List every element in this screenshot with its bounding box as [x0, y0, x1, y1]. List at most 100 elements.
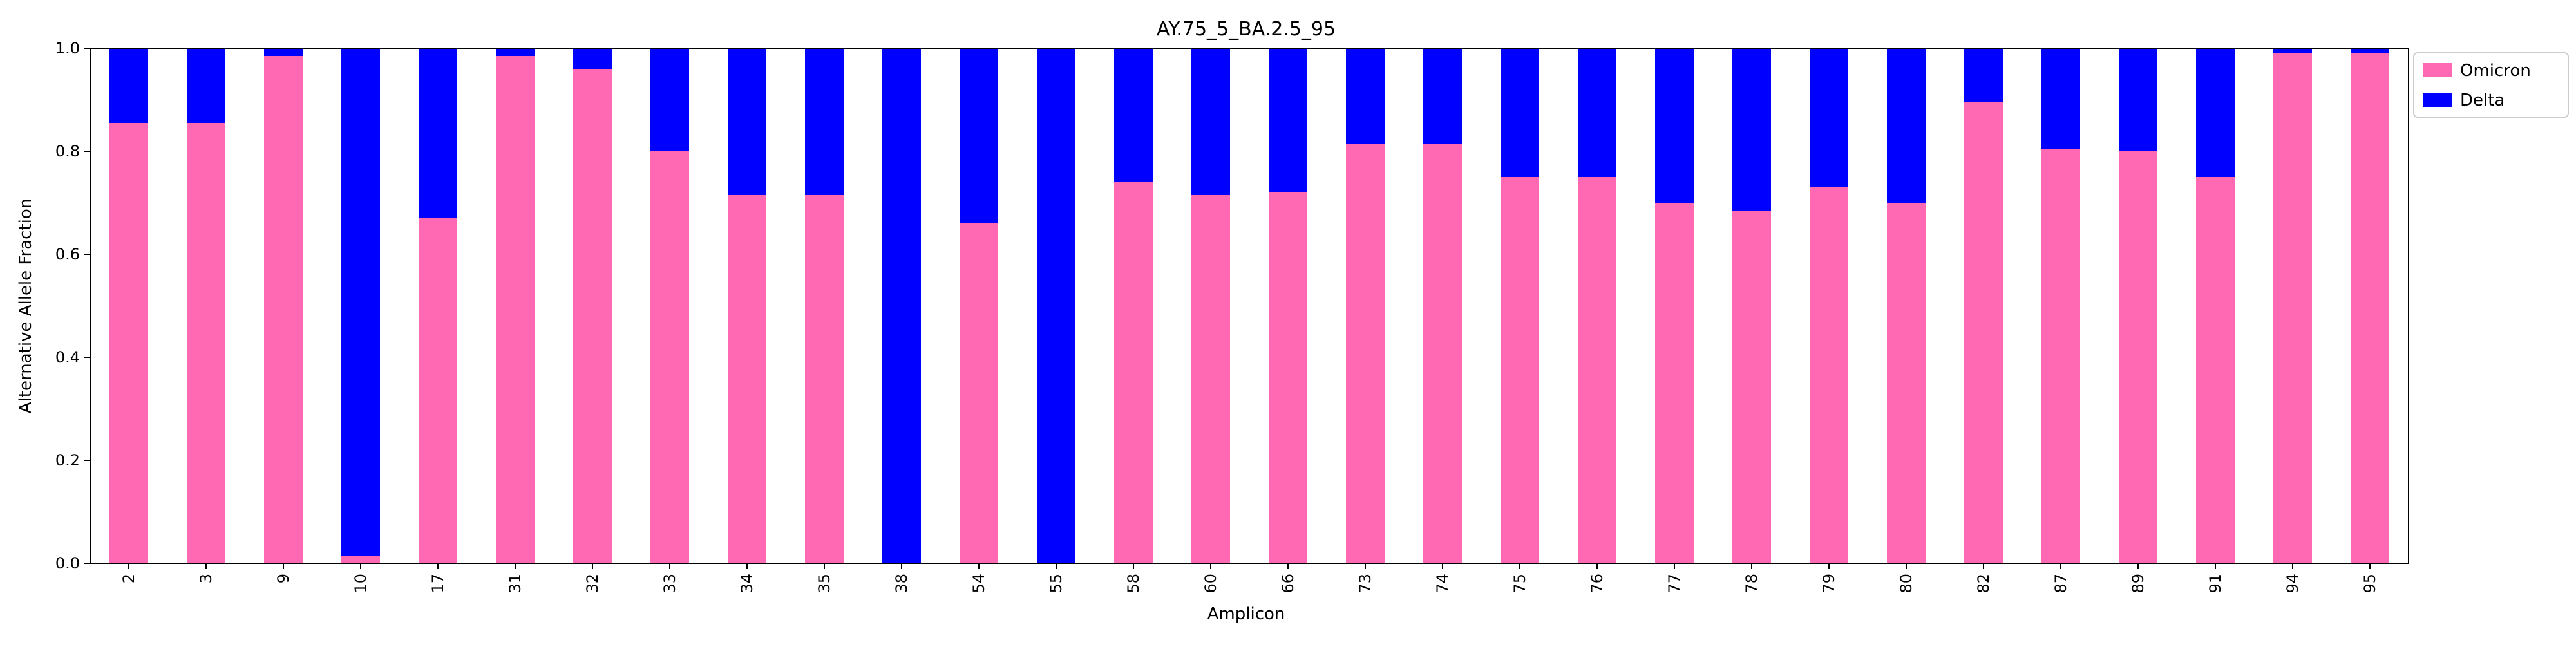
y-axis-label: Alternative Allele Fraction	[16, 198, 35, 413]
y-tick-label: 0.0	[55, 554, 80, 572]
bar-delta-17	[419, 48, 457, 218]
bar-delta-9	[264, 48, 303, 56]
bar-omicron-95	[2351, 53, 2389, 563]
y-tick-label: 0.4	[55, 348, 80, 366]
bar-delta-94	[2273, 48, 2312, 53]
bar-delta-73	[1346, 48, 1385, 144]
x-tick-label: 35	[815, 574, 833, 594]
x-tick-label: 3	[197, 574, 215, 583]
x-tick-label: 74	[1434, 574, 1452, 594]
x-tick-label: 76	[1588, 574, 1606, 594]
plot-frame	[90, 48, 2409, 564]
bar-omicron-66	[1269, 192, 1307, 563]
x-tick-label: 80	[1897, 574, 1915, 594]
bar-omicron-34	[728, 195, 766, 563]
x-tick-label: 60	[1202, 574, 1220, 594]
legend: Omicron Delta	[2413, 52, 2569, 118]
bar-omicron-60	[1191, 195, 1230, 563]
bar-delta-34	[728, 48, 766, 195]
bar-delta-74	[1423, 48, 1462, 144]
bar-delta-75	[1501, 48, 1539, 177]
x-tick-label: 79	[1820, 574, 1838, 594]
x-tick-label: 87	[2052, 574, 2070, 594]
x-tick-label: 75	[1511, 574, 1529, 594]
x-axis-label: Amplicon	[1208, 605, 1285, 624]
bar-omicron-54	[960, 223, 998, 563]
bar-omicron-75	[1501, 177, 1539, 563]
y-tick-label: 0.2	[55, 451, 80, 469]
bar-delta-38	[882, 48, 921, 563]
legend-label-omicron: Omicron	[2460, 61, 2531, 80]
x-tick-label: 9	[274, 574, 292, 583]
bar-delta-35	[805, 48, 844, 195]
bar-omicron-3	[187, 123, 225, 563]
bar-delta-66	[1269, 48, 1307, 192]
bar-delta-2	[109, 48, 148, 123]
bar-delta-60	[1191, 48, 1230, 195]
bar-delta-78	[1732, 48, 1771, 211]
legend-swatch-delta	[2423, 93, 2452, 107]
bar-omicron-73	[1346, 144, 1385, 563]
legend-label-delta: Delta	[2460, 91, 2505, 110]
bar-delta-76	[1578, 48, 1616, 177]
bar-omicron-2	[109, 123, 148, 563]
bar-omicron-80	[1887, 203, 1926, 563]
bar-omicron-89	[2119, 151, 2157, 563]
bar-delta-79	[1810, 48, 1848, 187]
x-tick-label: 58	[1124, 574, 1142, 594]
bar-omicron-94	[2273, 53, 2312, 563]
bar-delta-58	[1114, 48, 1153, 182]
bar-omicron-77	[1655, 203, 1694, 563]
bar-delta-32	[573, 48, 612, 69]
x-tick-label: 78	[1743, 574, 1761, 594]
bar-omicron-35	[805, 195, 844, 563]
bar-delta-80	[1887, 48, 1926, 203]
y-axis: 0.0 0.2 0.4 0.6 0.8 1.0	[55, 39, 90, 572]
bar-omicron-58	[1114, 182, 1153, 563]
x-tick-label: 66	[1279, 574, 1297, 594]
bars-group	[109, 48, 2389, 563]
x-axis: 2 3 9 10 17 31 32 33 34 35 38 54 55 58 60 66 73 74 75 76 77 7…	[120, 563, 2379, 594]
bar-omicron-82	[1964, 102, 2003, 563]
bar-omicron-91	[2196, 177, 2235, 563]
x-tick-label: 32	[583, 574, 601, 594]
x-tick-label: 17	[429, 574, 447, 594]
bar-delta-31	[496, 48, 535, 56]
y-tick-label: 0.6	[55, 245, 80, 263]
bar-omicron-78	[1732, 211, 1771, 563]
x-tick-label: 54	[970, 574, 988, 594]
x-tick-label: 91	[2206, 574, 2224, 594]
bar-omicron-87	[2041, 149, 2080, 563]
y-tick-label: 0.8	[55, 142, 80, 160]
x-tick-label: 55	[1047, 574, 1065, 594]
x-tick-label: 10	[352, 574, 370, 594]
bar-delta-89	[2119, 48, 2157, 151]
x-tick-label: 94	[2284, 574, 2302, 594]
bar-omicron-79	[1810, 187, 1848, 563]
bar-omicron-74	[1423, 144, 1462, 563]
bar-delta-55	[1037, 48, 1075, 563]
x-tick-label: 38	[893, 574, 911, 594]
x-tick-label: 33	[661, 574, 679, 594]
bar-delta-82	[1964, 48, 2003, 102]
bar-omicron-9	[264, 56, 303, 563]
bar-omicron-76	[1578, 177, 1616, 563]
bar-omicron-33	[650, 151, 689, 563]
bar-delta-10	[341, 48, 380, 556]
bar-delta-54	[960, 48, 998, 223]
bar-delta-87	[2041, 48, 2080, 149]
bar-delta-95	[2351, 48, 2389, 53]
x-tick-label: 82	[1975, 574, 1993, 594]
legend-swatch-omicron	[2423, 63, 2452, 77]
x-tick-label: 34	[738, 574, 756, 594]
bar-omicron-17	[419, 218, 457, 563]
bar-delta-3	[187, 48, 225, 123]
bar-delta-77	[1655, 48, 1694, 203]
x-tick-label: 89	[2129, 574, 2147, 594]
x-tick-label: 77	[1665, 574, 1683, 594]
x-tick-label: 31	[506, 574, 524, 594]
bar-delta-91	[2196, 48, 2235, 177]
x-tick-label: 2	[120, 574, 138, 583]
bar-delta-33	[650, 48, 689, 151]
